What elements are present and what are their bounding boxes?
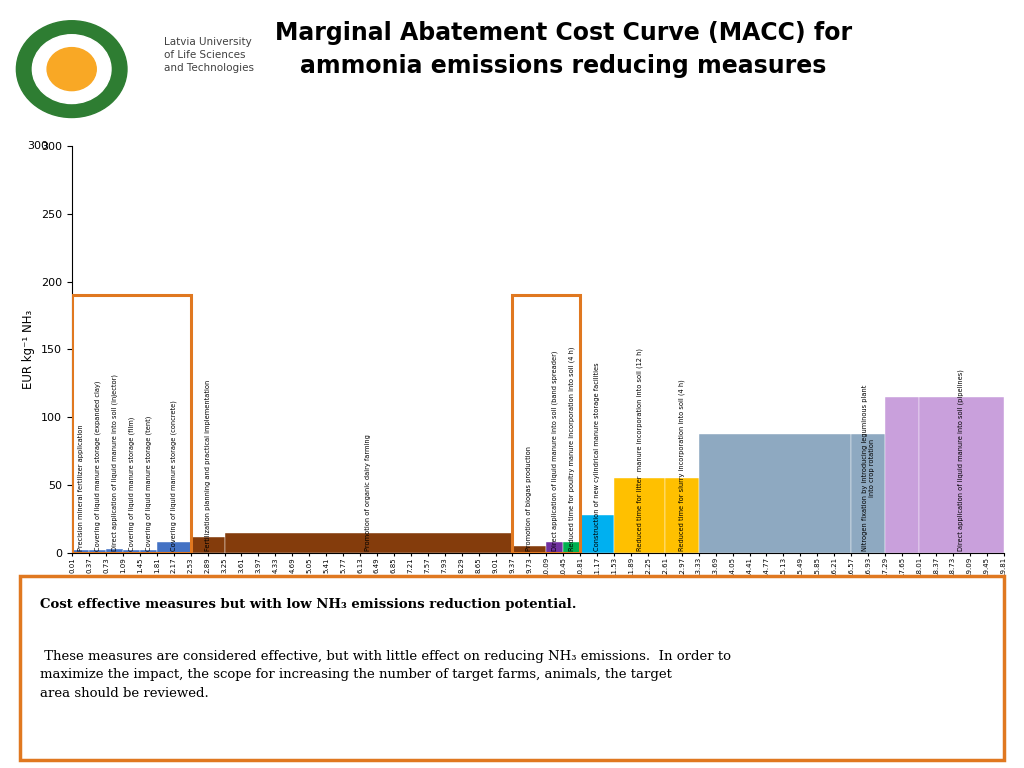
Bar	[512, 546, 546, 553]
Bar	[72, 550, 89, 553]
Y-axis label: EUR kg⁻¹ NH₃: EUR kg⁻¹ NH₃	[23, 310, 35, 389]
Bar	[190, 537, 224, 553]
Text: Promotion of biogas production: Promotion of biogas production	[526, 446, 532, 551]
Bar	[140, 550, 157, 553]
Bar	[581, 515, 614, 553]
FancyBboxPatch shape	[20, 576, 1004, 760]
Text: Covering of liquid manure storage (concrete): Covering of liquid manure storage (concr…	[171, 400, 177, 551]
Text: Direct application of liquid manure into soil (pipelines): Direct application of liquid manure into…	[957, 369, 965, 551]
Bar	[885, 397, 919, 553]
Text: Reduced time for slurry incorporation into soil (4 h): Reduced time for slurry incorporation in…	[679, 379, 685, 551]
Bar	[89, 550, 106, 553]
Bar	[851, 434, 885, 553]
Bar	[512, 295, 581, 553]
Bar	[665, 478, 698, 553]
Text: Covering of liquid manure storage (film): Covering of liquid manure storage (film)	[128, 416, 135, 551]
Bar	[106, 549, 123, 553]
Bar	[546, 542, 563, 553]
Bar	[698, 434, 851, 553]
Bar	[157, 542, 190, 553]
Text: Precision mineral fertilizer application: Precision mineral fertilizer application	[78, 424, 84, 551]
Text: Promotion of organic dairy farming: Promotion of organic dairy farming	[366, 434, 372, 551]
Circle shape	[47, 48, 96, 91]
X-axis label: Ammonia reduction potential 2021-2030, kt NH₃: Ammonia reduction potential 2021-2030, k…	[395, 633, 680, 646]
Text: These measures are considered effective, but with little effect on reducing NH₃ : These measures are considered effective,…	[40, 650, 731, 700]
Circle shape	[16, 21, 127, 118]
Bar	[563, 542, 581, 553]
Bar	[224, 533, 512, 553]
Text: Fertilization planning and practical implementation: Fertilization planning and practical imp…	[205, 379, 211, 551]
Text: Reduced time for poultry manure incorporation into soil (4 h): Reduced time for poultry manure incorpor…	[568, 346, 574, 551]
Text: Latvia University
of Life Sciences
and Technologies: Latvia University of Life Sciences and T…	[164, 37, 254, 73]
Text: Cost effective measures but with low NH₃ emissions reduction potential.: Cost effective measures but with low NH₃…	[40, 598, 577, 611]
Text: Reduced time for litter  manure incorporation into soil (12 h): Reduced time for litter manure incorpora…	[636, 348, 643, 551]
Text: Direct application of liquid manure into soil (injector): Direct application of liquid manure into…	[112, 374, 118, 551]
Text: Marginal Abatement Cost Curve (MACC) for
ammonia emissions reducing measures: Marginal Abatement Cost Curve (MACC) for…	[274, 21, 852, 78]
Text: 300: 300	[28, 141, 48, 151]
Text: Construction of new cylindrical manure storage facilities: Construction of new cylindrical manure s…	[594, 362, 600, 551]
Bar	[123, 550, 140, 553]
Text: Covering of liquid manure storage (expanded clay): Covering of liquid manure storage (expan…	[94, 380, 100, 551]
Text: Covering of liquid manure storage (tent): Covering of liquid manure storage (tent)	[145, 415, 152, 551]
Text: Direct application of liquid manure into soil (band spreader): Direct application of liquid manure into…	[552, 350, 558, 551]
Text: Nitrogen fixation by introducing leguminous plant
into crop rotation: Nitrogen fixation by introducing legumin…	[861, 385, 874, 551]
Bar	[614, 478, 665, 553]
Bar	[919, 397, 1004, 553]
Circle shape	[33, 35, 111, 104]
Bar	[72, 295, 190, 553]
